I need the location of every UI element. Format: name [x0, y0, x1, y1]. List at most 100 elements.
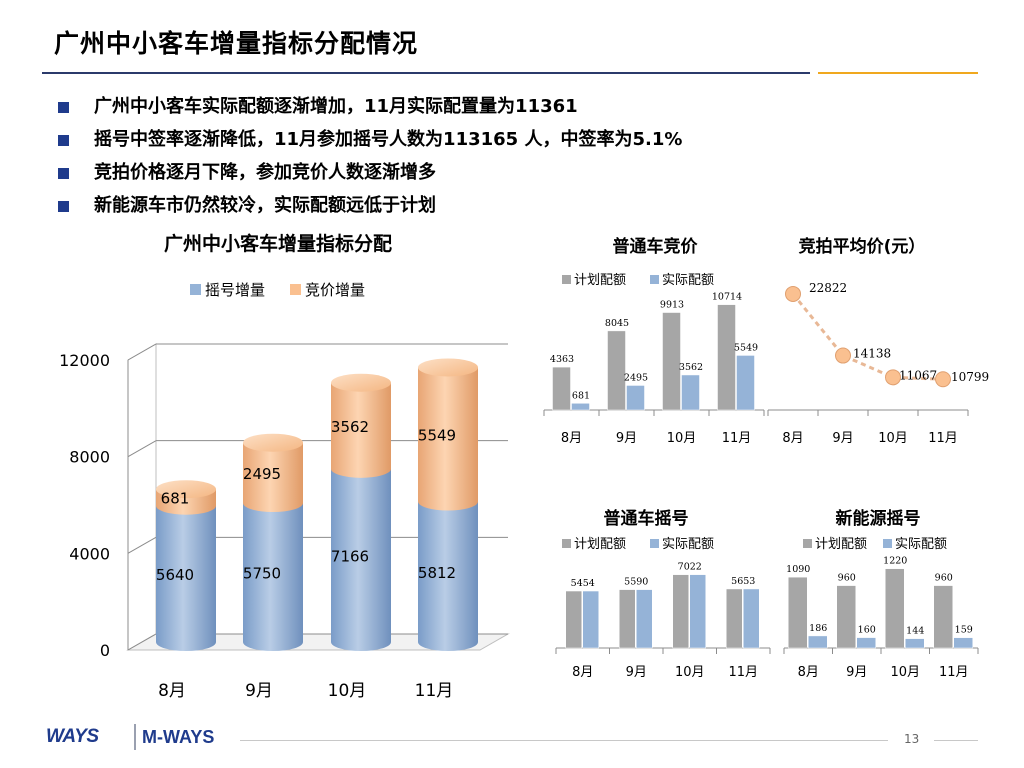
bar-actual [636, 589, 653, 649]
bar-cylinder-auction [331, 382, 391, 478]
data-label: 8045 [605, 318, 629, 329]
data-label: 960 [935, 573, 953, 584]
bullet-item: 广州中小客车实际配额逐渐增加，11月实际配置量为11361 [56, 92, 682, 125]
x-tick-label: 10月 [667, 431, 697, 446]
series-line [791, 293, 944, 381]
x-tick-label: 9月 [245, 681, 273, 701]
bar-planned [726, 588, 743, 649]
bar-actual [571, 403, 590, 411]
bar-planned [885, 568, 905, 649]
bar-actual [626, 385, 645, 411]
data-label: 10799 [951, 370, 989, 384]
data-label: 5750 [243, 565, 281, 583]
data-label: 5454 [571, 578, 595, 589]
data-label: 5640 [156, 566, 194, 584]
data-label: 159 [955, 625, 973, 636]
bar-cylinder-lottery [418, 501, 478, 651]
x-tick-label: 10月 [328, 681, 367, 701]
ways-logo: WAYS [46, 726, 99, 747]
y-tick-label: 4000 [69, 544, 110, 563]
bullet-item: 新能源车市仍然较冷，实际配额远低于计划 [56, 191, 682, 224]
bar-cylinder-top [156, 480, 216, 499]
legend-label: 摇号增量 [205, 281, 265, 299]
bar-planned [607, 330, 626, 411]
bullet-text: 摇号中签率逐渐降低，11月参加摇号人数为113165 人，中签率为5.1% [94, 129, 683, 150]
gridline-diagonal [127, 633, 157, 651]
bar-planned [717, 304, 736, 411]
data-label: 3562 [679, 362, 703, 373]
legend-swatch [190, 284, 201, 295]
bar-actual [743, 588, 760, 649]
legend-label: 实际配额 [662, 537, 714, 552]
data-label: 186 [809, 623, 827, 634]
legend-swatch [562, 539, 571, 548]
data-label: 1220 [883, 556, 907, 567]
bar-cylinder-lottery [243, 503, 303, 651]
y-tick-label: 0 [100, 641, 110, 660]
legend-swatch [883, 539, 892, 548]
x-tick-label: 9月 [626, 665, 647, 680]
legend-label: 竞价增量 [305, 281, 365, 299]
square-bullet-icon [58, 102, 69, 113]
data-label: 681 [572, 390, 590, 401]
data-label: 2495 [624, 372, 648, 383]
bullet-item: 竞拍价格逐月下降，参加竞价人数逐渐增多 [56, 158, 682, 191]
gridline-diagonal [127, 343, 157, 361]
bar-planned [672, 574, 689, 649]
data-label: 1090 [786, 564, 810, 575]
data-label: 10714 [712, 292, 742, 303]
square-bullet-icon [58, 135, 69, 146]
bar-cylinder-top [243, 433, 303, 452]
x-tick-label: 8月 [572, 665, 593, 680]
logo-separator [134, 724, 136, 750]
bar-planned [565, 590, 582, 649]
data-label: 7022 [678, 562, 702, 573]
bar-cylinder-auction [243, 442, 303, 513]
bar-planned [552, 366, 571, 411]
x-tick-label: 11月 [722, 431, 752, 446]
title-rule-gold [818, 72, 978, 74]
x-tick-label: 8月 [561, 431, 582, 446]
x-tick-label: 8月 [158, 681, 186, 701]
data-label: 5590 [624, 577, 648, 588]
bar-actual [808, 635, 828, 649]
legend-swatch [803, 539, 812, 548]
y-tick-label: 12000 [59, 351, 110, 370]
gridline-diagonal [127, 536, 157, 554]
chart-title: 广州中小客车增量指标分配 [164, 232, 392, 255]
legend-label: 计划配额 [815, 537, 867, 552]
x-tick-label: 8月 [798, 665, 819, 680]
bullet-text: 新能源车市仍然较冷，实际配额远低于计划 [94, 195, 436, 216]
data-label: 11067 [899, 368, 937, 382]
chart-title: 普通车摇号 [604, 508, 689, 529]
bullet-text: 竞拍价格逐月下降，参加竞价人数逐渐增多 [94, 162, 436, 183]
data-label: 960 [838, 573, 856, 584]
bar-planned [933, 585, 953, 649]
x-tick-label: 11月 [939, 665, 969, 680]
square-bullet-icon [58, 201, 69, 212]
bar-actual [681, 374, 700, 411]
data-label: 681 [161, 489, 190, 507]
bar-cylinder-top [331, 373, 391, 392]
data-label: 14138 [853, 347, 891, 361]
bar-actual [905, 638, 925, 649]
legend-swatch [290, 284, 301, 295]
square-bullet-icon [58, 168, 69, 179]
chart-side-wall [127, 343, 157, 651]
page-number: 13 [904, 732, 920, 746]
data-point [785, 285, 801, 302]
data-label: 22822 [809, 281, 847, 295]
bar-cylinder-top [418, 358, 478, 377]
y-tick-label: 8000 [69, 448, 110, 467]
x-tick-label: 11月 [928, 431, 958, 446]
bar-planned [619, 589, 636, 649]
bar-cylinder-auction [418, 367, 478, 511]
bullet-text: 广州中小客车实际配额逐渐增加，11月实际配置量为11361 [94, 96, 578, 117]
legend-label: 实际配额 [662, 273, 714, 288]
data-label: 5549 [418, 426, 456, 444]
slide-title: 广州中小客车增量指标分配情况 [54, 29, 419, 58]
bullet-list: 广州中小客车实际配额逐渐增加，11月实际配置量为11361 摇号中签率逐渐降低，… [56, 92, 682, 224]
legend-label: 计划配额 [574, 273, 626, 288]
gridline-diagonal [127, 440, 157, 458]
